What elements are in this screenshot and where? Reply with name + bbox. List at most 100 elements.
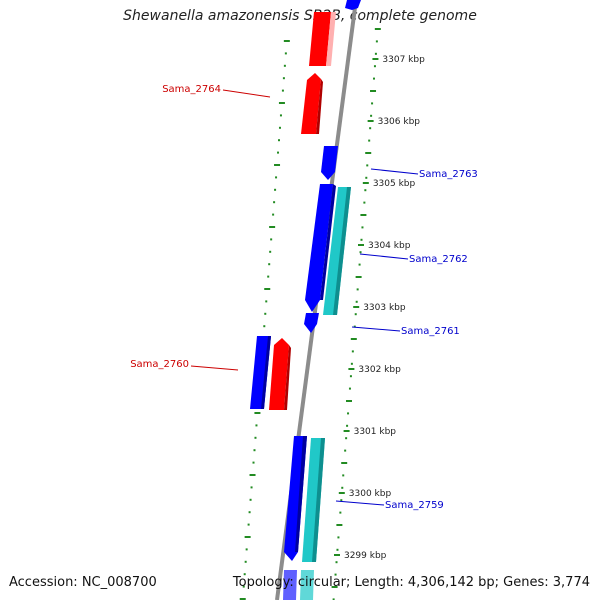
ring-dot (278, 102, 285, 104)
ring-dot (274, 164, 281, 166)
ring-dot (272, 213, 275, 216)
feature-track (250, 0, 361, 600)
cds-feature-sama-2762 (305, 184, 333, 312)
ring-dot (351, 350, 354, 353)
scale-tick-label: 3306 kbp (378, 117, 421, 127)
scale-tick-label: 3299 kbp (344, 551, 387, 561)
ring-dot (264, 288, 271, 290)
outer-dotted-ring (239, 40, 290, 600)
scale-tick-label: 3304 kbp (368, 241, 411, 251)
ring-dot (346, 400, 352, 402)
map-title: Shewanella amazonensis SB2B, complete ge… (123, 8, 477, 24)
ring-dot (370, 114, 373, 117)
ring-dot (277, 151, 280, 154)
cds-feature-sama-2760 (269, 338, 289, 410)
ring-dot (253, 449, 256, 452)
ring-dot (249, 474, 256, 476)
scale-tick-label: 3300 kbp (349, 489, 392, 499)
ring-dot (374, 28, 381, 30)
ring-dot (249, 498, 252, 501)
ring-dot (269, 226, 276, 228)
leader-line-sama-2764 (222, 89, 271, 98)
ring-dot (244, 536, 251, 538)
scale-tick-label: 3305 kbp (373, 179, 416, 189)
ring-dot (359, 251, 362, 254)
ring-dot (356, 288, 359, 291)
ring-dot (372, 77, 375, 80)
leader-line-sama-2761 (351, 326, 401, 332)
ring-dot (254, 436, 257, 439)
ring-dot (278, 126, 281, 129)
ring-dot (350, 362, 353, 365)
cds-feature-sama-2760 (261, 336, 271, 409)
ring-dot (354, 313, 357, 316)
ring-dot (334, 573, 337, 576)
ring-dot (267, 275, 270, 278)
scale-tick-label: 3301 kbp (354, 427, 397, 437)
ring-dot (374, 52, 377, 55)
leader-line-sama-2760 (190, 365, 239, 371)
ring-dot (364, 189, 367, 192)
ring-dot (350, 338, 357, 340)
cds-feature-sama-2761 (304, 313, 319, 333)
ring-dot (366, 164, 369, 167)
ring-dot (279, 114, 282, 117)
cds-feature-sama-2759 (295, 436, 307, 552)
ring-dot (247, 523, 250, 526)
leader-line-sama-2762 (359, 253, 409, 260)
ring-dot (270, 238, 273, 241)
ring-dot (264, 312, 267, 315)
leader-line-sama-2763 (370, 168, 419, 175)
cds-feature (283, 570, 297, 600)
cds-feature-sama-2764 (316, 79, 323, 134)
ring-dot (371, 102, 374, 105)
ring-dot (355, 300, 358, 303)
ring-dot (347, 412, 350, 415)
scale-ticks: 3307 kbp 3306 kbp 3305 kbp 3304 kbp 3303 kbp… (333, 55, 425, 561)
ring-dot (335, 561, 338, 564)
ring-dot (363, 201, 366, 204)
ring-dot (255, 424, 258, 427)
ring-dot (348, 387, 351, 390)
ring-dot (353, 325, 356, 328)
cds-feature-sama-2760 (284, 345, 291, 410)
accession-text: Accession: NC_008700 (9, 575, 157, 590)
scale-tick-label: 3302 kbp (358, 365, 401, 375)
ring-dot (248, 511, 251, 514)
ring-dot (345, 437, 348, 440)
ring-dot (275, 176, 278, 179)
ring-dot (355, 276, 362, 278)
ring-dot (273, 201, 276, 204)
gene-label-sama-2762: Sama_2762 (409, 254, 468, 265)
ring-dot (375, 40, 378, 43)
gene-label-sama-2761: Sama_2761 (401, 326, 460, 337)
leader-line-sama-2759 (335, 500, 385, 506)
gene-label-sama-2760: Sama_2760 (130, 359, 189, 370)
ring-dot (360, 214, 367, 216)
gene-label-sama-2764: Sama_2764 (162, 84, 221, 95)
ring-dot (342, 474, 345, 477)
genome-summary-text: Topology: circular; Length: 4,306,142 bp… (232, 575, 590, 590)
ring-dot (282, 77, 285, 80)
ring-dot (344, 449, 347, 452)
rna-feature (333, 187, 351, 315)
ring-dot (337, 536, 340, 539)
ring-dot (341, 486, 344, 489)
cds-feature-sama-2762 (320, 184, 336, 300)
cds-feature (326, 12, 336, 66)
rna-feature (312, 438, 325, 562)
ring-dot (250, 486, 253, 489)
ring-dot (252, 461, 255, 464)
rna-feature (300, 570, 314, 600)
ring-dot (331, 586, 338, 588)
cds-feature-sama-2763 (321, 146, 338, 180)
ring-dot (349, 375, 352, 378)
ring-dot (365, 152, 372, 154)
scale-tick-label: 3303 kbp (363, 303, 406, 313)
ring-dot (242, 585, 245, 588)
ring-dot (281, 89, 284, 92)
cds-feature (345, 0, 361, 10)
ring-dot (358, 263, 361, 266)
ring-dot (332, 598, 335, 600)
